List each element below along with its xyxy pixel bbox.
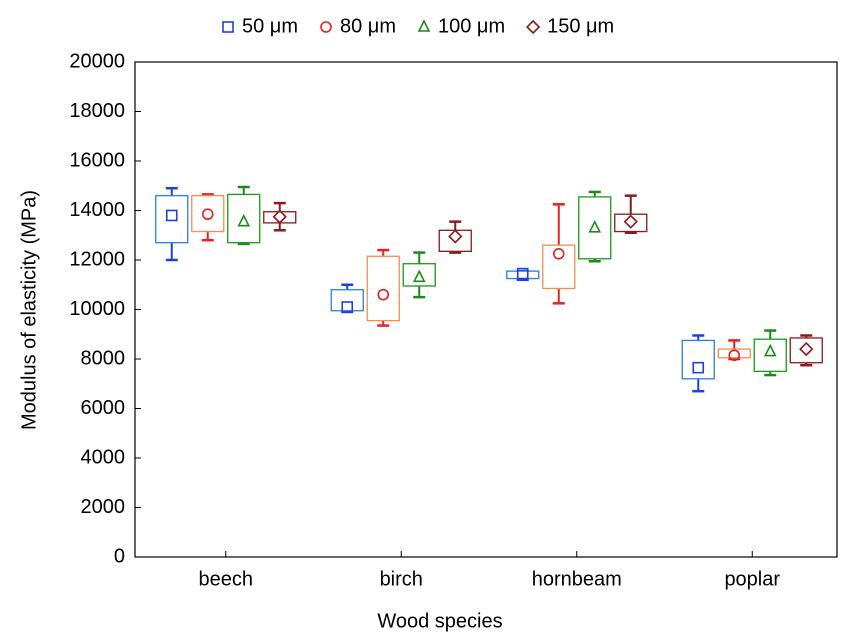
mean-marker: [201, 208, 214, 221]
y-tick-label: 6000: [81, 397, 126, 419]
mean-marker: [728, 349, 741, 362]
box: [366, 255, 400, 322]
y-tick-label: 20000: [69, 50, 125, 72]
box: [614, 213, 648, 233]
box: [330, 289, 364, 312]
box: [789, 337, 823, 364]
mean-marker: [341, 301, 354, 313]
y-tick-label: 16000: [69, 149, 125, 171]
x-tick-label: birch: [380, 568, 423, 590]
mean-marker: [799, 341, 814, 357]
mean-marker: [165, 209, 178, 222]
y-tick-label: 12000: [69, 248, 125, 270]
y-tick-label: 18000: [69, 100, 125, 122]
x-axis-label: Wood species: [377, 610, 502, 632]
box: [578, 196, 612, 260]
mean-marker: [377, 288, 390, 301]
mean-marker: [448, 229, 463, 244]
legend-label: 150 μm: [547, 15, 614, 37]
y-tick-label: 8000: [81, 347, 126, 369]
box: [191, 194, 225, 233]
x-tick-label: poplar: [724, 568, 780, 590]
box: [438, 229, 472, 252]
plot-frame: [134, 61, 838, 558]
y-tick-label: 10000: [69, 298, 125, 320]
y-axis-label: Modulus of elasticity (MPa): [18, 190, 40, 430]
legend-marker: [222, 21, 234, 33]
legend-marker: [320, 21, 332, 33]
y-tick-label: 4000: [81, 446, 126, 468]
mean-marker: [588, 220, 602, 233]
mean-marker: [552, 248, 565, 260]
mean-marker: [516, 267, 529, 280]
mean-marker: [237, 213, 251, 227]
legend-label: 50 μm: [242, 15, 298, 37]
mean-marker: [272, 209, 287, 224]
box: [717, 348, 751, 359]
y-tick-label: 2000: [81, 496, 126, 518]
mean-marker: [763, 343, 777, 357]
y-tick-label: 0: [114, 545, 125, 567]
legend-label: 80 μm: [340, 15, 396, 37]
mean-marker: [412, 269, 426, 283]
x-tick-label: beech: [199, 568, 254, 590]
legend-marker: [417, 19, 431, 32]
legend-label: 100 μm: [438, 15, 505, 37]
box: [506, 270, 540, 280]
box: [227, 193, 261, 244]
mean-marker: [692, 361, 705, 374]
box: [402, 263, 436, 287]
box: [155, 194, 189, 244]
x-tick-label: hornbeam: [532, 568, 622, 590]
legend-marker: [525, 19, 541, 35]
box: [542, 244, 576, 290]
box: [263, 211, 297, 224]
y-tick-label: 14000: [69, 199, 125, 221]
mean-marker: [623, 214, 638, 229]
